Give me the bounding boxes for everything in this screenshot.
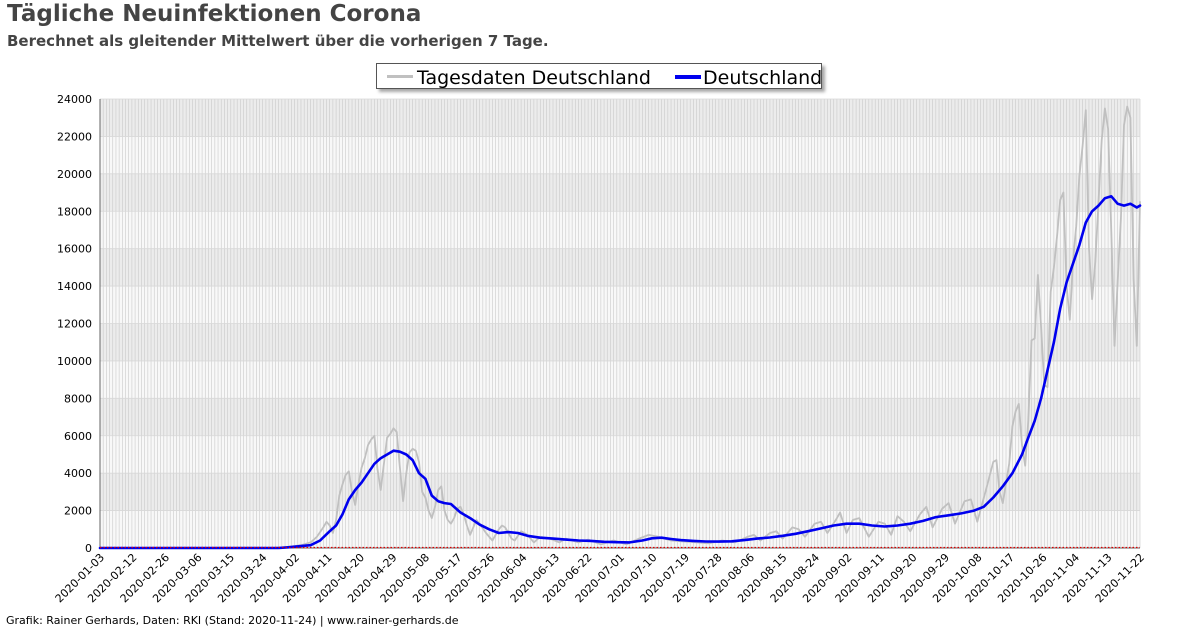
legend-swatch-tagesdaten [387,75,413,78]
legend-label-tagesdaten: Tagesdaten Deutschland [417,67,651,89]
y-tick-label: 24000 [57,93,92,106]
chart-legend: Tagesdaten Deutschland Deutschland [376,63,822,89]
legend-label-deutschland: Deutschland [703,67,823,89]
line-chart: 0 2000 4000 6000 8000 10000 12000 14000 16000 180… [53,93,1147,605]
y-tick-label: 8000 [64,392,92,405]
y-tick-label: 14000 [57,280,92,293]
y-tick-label: 20000 [57,168,92,181]
y-tick-label: 4000 [64,467,92,480]
y-tick-label: 12000 [57,318,92,331]
y-tick-label: 6000 [64,430,92,443]
y-tick-label: 10000 [57,355,92,368]
y-tick-label: 22000 [57,130,92,143]
chart-title: Tägliche Neuinfektionen Corona [7,1,422,27]
chart-subtitle: Berechnet als gleitender Mittelwert über… [7,32,549,50]
series-line-deutschland [98,195,1142,550]
y-tick-label: 0 [85,542,92,555]
y-tick-label: 16000 [57,243,92,256]
y-tick-label: 18000 [57,205,92,218]
legend-swatch-deutschland [675,75,701,79]
y-tick-label: 2000 [64,505,92,518]
source-footer: Grafik: Rainer Gerhards, Daten: RKI (Sta… [6,614,459,627]
